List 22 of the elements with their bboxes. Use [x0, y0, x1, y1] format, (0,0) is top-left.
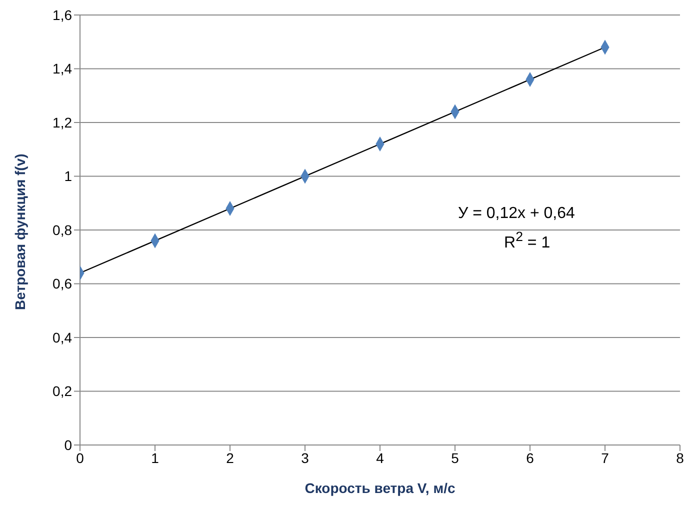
x-tick-label: 6	[526, 450, 534, 466]
y-tick-label: 0,4	[52, 329, 72, 346]
x-tick-label: 7	[601, 450, 610, 466]
annotation: У = 0,12x + 0,64	[458, 205, 575, 223]
x-tick-label: 4	[376, 450, 384, 466]
y-tick-label: 1,6	[52, 6, 72, 23]
annotation: R$^{2}$ = 1	[504, 229, 550, 252]
y-tick-label: 0,2	[52, 383, 72, 400]
x-axis-title: Скорость ветра V, м/с	[304, 480, 456, 496]
x-tick-label: 5	[451, 450, 460, 466]
y-tick-label: 1,2	[52, 114, 72, 130]
x-tick-label: 3	[301, 450, 310, 466]
y-tick-label: 1,4	[52, 60, 72, 77]
x-tick-label: 2	[226, 450, 234, 466]
y-tick-label: 1	[64, 168, 72, 184]
x-tick-label: 8	[676, 450, 684, 466]
x-tick-label: 1	[151, 450, 160, 466]
y-tick-label: 0	[64, 436, 72, 453]
y-tick-label: 0,8	[52, 222, 72, 238]
y-tick-label: 0,6	[52, 276, 72, 292]
y-axis-title: Ветровая функция f(v)	[12, 154, 28, 310]
x-tick-label: 0	[76, 450, 84, 466]
